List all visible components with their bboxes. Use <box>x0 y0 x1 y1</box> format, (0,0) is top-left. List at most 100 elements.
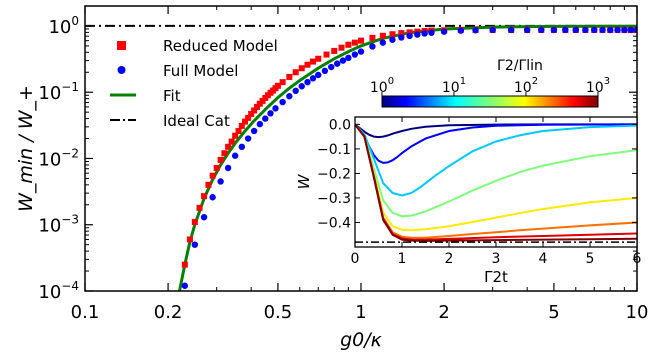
full-model-point <box>315 71 322 79</box>
reduced-model-point <box>205 181 212 188</box>
full-model-point <box>523 26 531 34</box>
full-model-point <box>250 127 258 135</box>
x-tick-label: 0.1 <box>71 302 100 323</box>
reduced-model-point <box>338 44 345 51</box>
legend-label: Reduced Model <box>163 37 278 55</box>
y-tick-label: 10−3 <box>38 213 79 237</box>
full-model-point <box>572 26 579 34</box>
reduced-model-point <box>232 132 239 139</box>
reduced-model-point <box>323 51 330 58</box>
reduced-model-point <box>248 110 255 117</box>
reduced-model-point <box>191 218 198 225</box>
inset-y-axis-label: W <box>295 173 313 189</box>
reduced-model-point <box>274 82 281 89</box>
x-tick-label: 10 <box>626 302 649 323</box>
full-model-point <box>286 93 293 100</box>
full-model-point <box>621 26 628 34</box>
x-tick-label: 0.5 <box>264 302 293 323</box>
full-model-point <box>244 135 252 142</box>
full-model-point <box>421 30 428 37</box>
inset-curve-2 <box>355 123 637 197</box>
inset-y-tick-label: 0.0 <box>329 117 351 133</box>
reduced-model-point <box>245 114 252 121</box>
full-model-point <box>304 78 311 86</box>
reduced-model-point <box>238 122 245 129</box>
reduced-model-point <box>217 156 224 163</box>
legend-marker-reduced <box>117 41 126 50</box>
full-model-point <box>224 164 232 172</box>
y-tick-label: 10−4 <box>38 279 79 303</box>
x-tick-label: 2 <box>438 302 449 323</box>
full-model-point <box>231 152 239 159</box>
full-model-point <box>351 51 359 58</box>
reduced-model-point <box>221 150 228 157</box>
full-model-point <box>292 87 299 95</box>
colorbar-tick-label: 100 <box>370 76 394 96</box>
full-model-point <box>267 110 274 117</box>
reduced-model-point <box>181 261 188 268</box>
colorbar-tick-label: 103 <box>586 76 610 96</box>
inset-curve-7 <box>355 123 637 242</box>
inset-x-tick-label: 5 <box>586 251 595 267</box>
full-model-point <box>256 120 264 128</box>
full-model-point <box>406 32 413 40</box>
reduced-model-point <box>286 73 293 80</box>
full-model-point <box>389 36 396 43</box>
full-model-point <box>298 83 305 90</box>
reduced-model-point <box>242 118 249 125</box>
full-model-point <box>238 143 246 151</box>
reduced-model-point <box>298 65 305 72</box>
reduced-model-point <box>369 34 376 41</box>
reduced-model-point <box>345 41 352 48</box>
full-model-point <box>633 26 637 34</box>
full-model-point <box>472 27 479 34</box>
full-model-point <box>339 57 347 64</box>
reduced-model-point <box>315 55 322 62</box>
inset-curve-3 <box>355 123 637 218</box>
full-model-point <box>538 26 545 34</box>
colorbar-tick-label: 101 <box>442 76 466 96</box>
reduced-model-point <box>251 107 258 114</box>
main-series-group <box>85 24 637 291</box>
inset-x-tick-label: 2 <box>445 251 454 267</box>
full-model-point <box>328 63 335 71</box>
full-model-point <box>181 282 189 289</box>
full-model-point <box>191 241 199 248</box>
full-model-point <box>379 39 387 46</box>
full-model-point <box>279 98 286 106</box>
main-plot: 0.1 0.2 0.5 1 2 5 1010010−110−210−310−4g0/κW_m… <box>15 5 649 351</box>
reduced-model-point <box>309 58 316 65</box>
full-model-point <box>457 27 465 34</box>
full-model-point <box>607 26 614 34</box>
reduced-model-point <box>379 32 386 39</box>
inset-curve-0 <box>355 123 637 139</box>
full-model-point <box>200 213 208 221</box>
reduced-model-point <box>186 236 193 243</box>
full-model-point <box>599 26 606 34</box>
legend: Reduced Model Full Model Fit Ideal Cat <box>110 37 278 130</box>
colorbar-label: Γ2/Γlin <box>497 58 543 74</box>
full-model-point <box>507 26 515 34</box>
reduced-model-point <box>225 143 232 150</box>
inset-x-tick-label: 6 <box>633 251 642 267</box>
full-model-point <box>309 75 317 82</box>
x-tick-label: 1 <box>355 302 366 323</box>
legend-label: Fit <box>163 87 181 105</box>
inset-y-tick-label: −0.3 <box>317 191 351 207</box>
reduced-model-point <box>351 39 358 46</box>
full-model-point <box>321 67 329 75</box>
full-model-point <box>217 178 224 185</box>
inset-plot: 0 1 2 3 4 5 6 0.0 −0.1 −0.2 −0.3 −0.4 Γ2t W Γ2/Γlin 100… <box>295 58 642 286</box>
legend-label: Full Model <box>163 62 238 80</box>
full-model-point <box>591 26 598 34</box>
inset-y-tick-label: −0.2 <box>317 166 351 182</box>
full-model-point <box>489 26 496 34</box>
full-model-point <box>614 26 621 34</box>
y-tick-label: 100 <box>48 14 79 38</box>
full-model-point <box>369 43 376 50</box>
inset-x-tick-label: 3 <box>492 251 501 267</box>
inset-y-tick-label: −0.4 <box>317 215 351 231</box>
colorbar <box>381 95 599 108</box>
legend-label: Ideal Cat <box>163 112 230 130</box>
